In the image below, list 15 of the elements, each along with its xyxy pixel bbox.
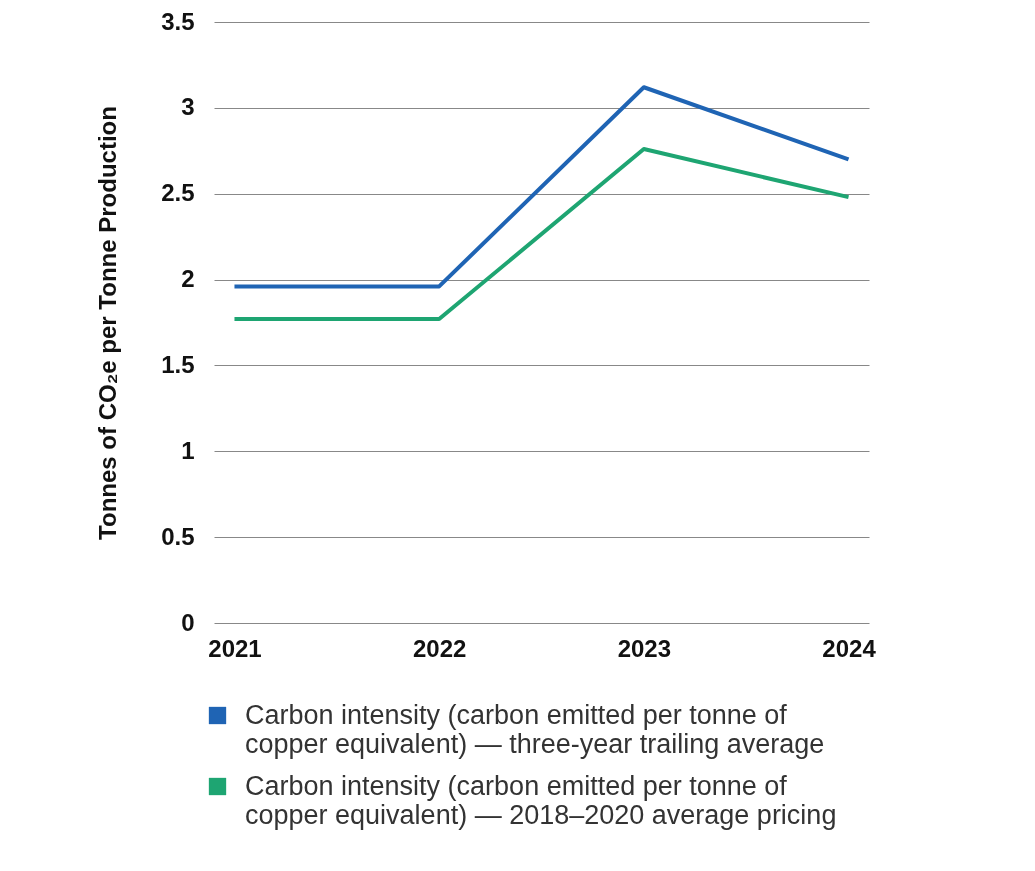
y-tick-label: 3.5 bbox=[161, 7, 195, 35]
y-tick-label: 2.5 bbox=[161, 179, 195, 207]
y-axis-title: Tonnes of CO₂e per Tonne Production bbox=[94, 106, 122, 540]
x-tick-label: 2024 bbox=[822, 634, 877, 662]
y-tick-label: 0 bbox=[181, 608, 195, 636]
x-tick-label: 2022 bbox=[412, 634, 467, 662]
x-tick-label: 2023 bbox=[617, 634, 672, 662]
y-tick-label: 1 bbox=[181, 436, 195, 464]
y-tick-label: 0.5 bbox=[161, 522, 195, 550]
x-tick-label: 2021 bbox=[208, 634, 262, 662]
y-tick-label: 3 bbox=[181, 93, 195, 121]
legend-label: Carbon intensity (carbon emitted per tonne of copper equivalent) — 2018–2020 average pricing bbox=[245, 770, 837, 830]
legend-label: Carbon intensity (carbon emitted per tonne of copper equivalent) — three-year trailing average bbox=[245, 699, 825, 759]
y-tick-label: 1.5 bbox=[161, 350, 195, 378]
y-tick-label: 2 bbox=[181, 265, 195, 293]
